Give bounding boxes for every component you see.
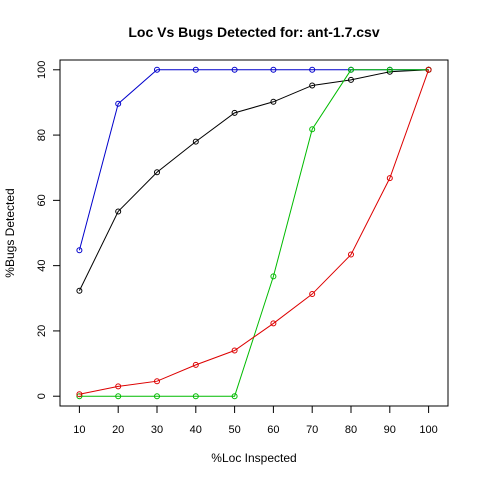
data-point — [192, 393, 199, 400]
x-tick-label: 20 — [112, 424, 124, 436]
data-point — [309, 126, 316, 133]
series-3 — [76, 66, 432, 398]
x-tick-label: 10 — [73, 424, 85, 436]
series-line — [78, 69, 429, 291]
data-point — [192, 361, 199, 368]
data-point — [348, 251, 354, 258]
data-point — [309, 291, 316, 298]
series-line — [79, 69, 429, 397]
y-tick-label: 40 — [36, 260, 48, 272]
series-line — [78, 69, 429, 251]
data-point — [192, 66, 199, 73]
data-point — [386, 68, 393, 75]
data-point — [154, 378, 160, 385]
y-axis: 0 20 40 60 80 100 — [36, 61, 61, 399]
data-point — [348, 66, 354, 73]
y-tick-label: 0 — [36, 393, 48, 399]
data-point — [270, 320, 277, 327]
data-point — [231, 66, 238, 73]
data-point — [76, 393, 83, 400]
chart-title: Loc Vs Bugs Detected for: ant-1.7.csv — [128, 24, 380, 40]
data-point — [231, 393, 238, 400]
data-point — [309, 82, 316, 89]
y-tick-label: 20 — [36, 325, 48, 337]
x-tick-label: 50 — [228, 424, 240, 436]
series-2 — [76, 66, 432, 400]
data-point — [231, 347, 238, 354]
data-point — [154, 393, 160, 400]
plot-series — [76, 66, 432, 400]
data-point — [115, 100, 122, 107]
x-tick-label: 80 — [345, 424, 357, 436]
series-0 — [76, 66, 432, 254]
plot-area-frame — [59, 59, 449, 407]
x-tick-label: 100 — [419, 424, 437, 436]
x-tick-label: 70 — [306, 424, 318, 436]
x-tick-label: 60 — [267, 424, 279, 436]
x-tick-label: 40 — [190, 424, 202, 436]
data-point — [154, 66, 160, 73]
y-tick-label: 60 — [36, 194, 48, 206]
x-tick-label: 90 — [384, 424, 396, 436]
data-point — [231, 109, 238, 116]
data-point — [76, 247, 83, 254]
data-point — [270, 98, 277, 105]
data-point — [270, 273, 277, 280]
data-point — [76, 287, 83, 294]
data-point — [425, 66, 432, 73]
data-point — [76, 391, 83, 398]
data-point — [115, 383, 122, 390]
data-point — [386, 175, 393, 182]
data-point — [270, 66, 277, 73]
data-point — [115, 393, 122, 400]
data-point — [386, 66, 393, 73]
y-tick-label: 80 — [36, 129, 48, 141]
x-tick-label: 30 — [151, 424, 163, 436]
data-point — [115, 208, 122, 215]
y-axis-label: %Bugs Detected — [3, 188, 17, 277]
x-axis: 10 20 30 40 50 60 70 80 90 100 — [73, 405, 438, 436]
data-point — [192, 138, 199, 145]
data-point — [309, 66, 316, 73]
x-axis-label: %Loc Inspected — [211, 451, 296, 465]
data-point — [348, 76, 354, 83]
series-1 — [76, 66, 432, 294]
data-point — [154, 169, 160, 176]
y-tick-label: 100 — [36, 61, 48, 79]
series-line — [79, 69, 430, 395]
